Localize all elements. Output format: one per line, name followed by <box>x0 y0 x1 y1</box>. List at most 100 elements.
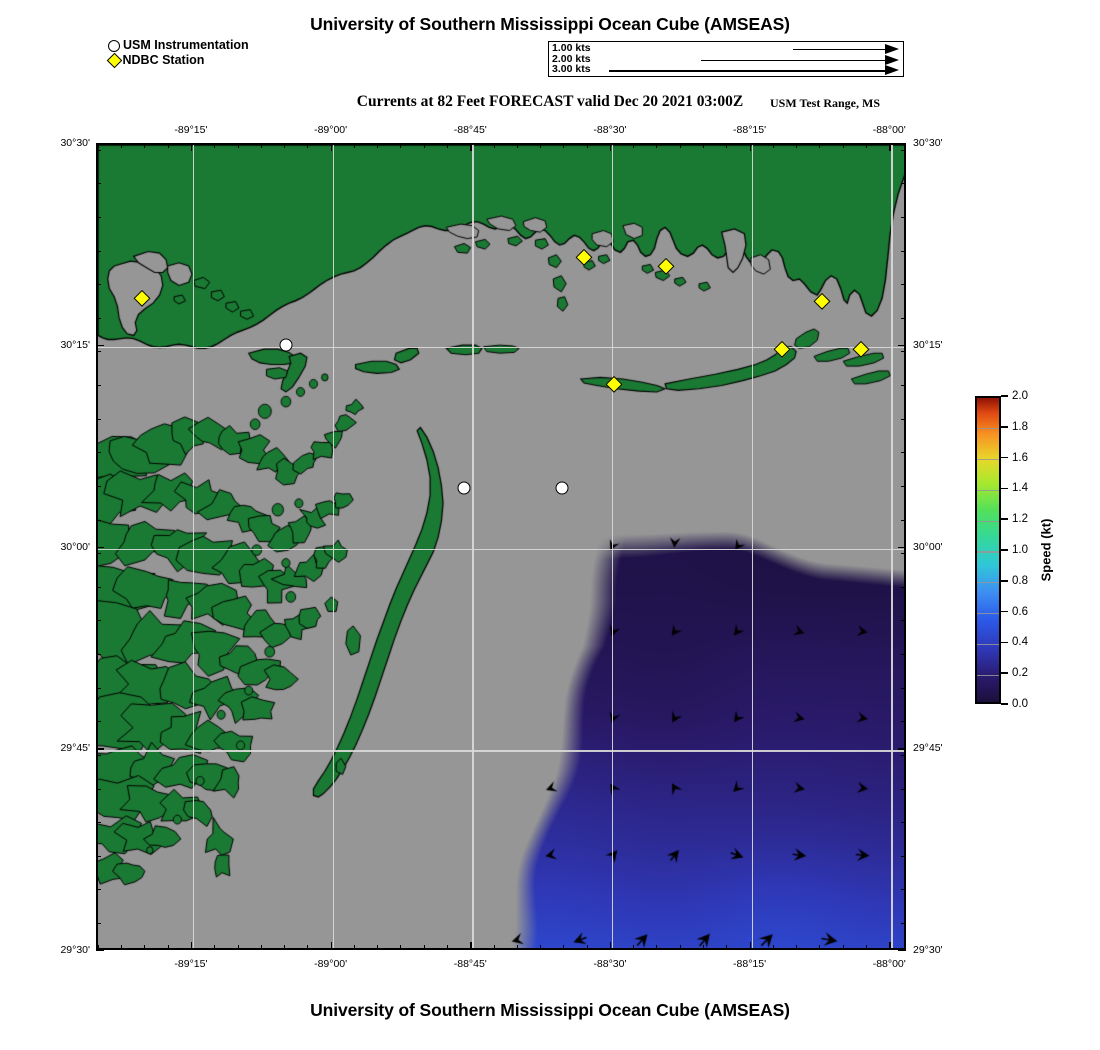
colorbar-tick-label: 1.2 <box>1012 513 1028 526</box>
colorbar-inner-tick <box>977 582 999 584</box>
axis-minor-tick <box>377 945 379 950</box>
axis-minor-tick <box>167 945 169 950</box>
axis-minor-tick <box>96 553 101 555</box>
diamond-marker-icon <box>813 293 830 310</box>
vector-scale-key: 1.00 kts 2.00 kts 3.00 kts <box>548 41 904 77</box>
circle-marker-icon <box>108 39 120 52</box>
ndbc-station-marker[interactable] <box>773 340 791 357</box>
ndbc-station-marker[interactable] <box>658 257 675 275</box>
axis-minor-tick <box>901 553 906 555</box>
longitude-tick-label: -89°00' <box>314 958 348 970</box>
latitude-tick-label: 30°15' <box>60 338 90 351</box>
ndbc-station-marker[interactable] <box>134 290 151 307</box>
axis-minor-tick <box>96 250 101 252</box>
axis-major-tick <box>609 143 612 151</box>
colorbar-tick <box>1001 672 1008 674</box>
axis-minor-tick <box>901 485 906 487</box>
ndbc-station-marker[interactable] <box>852 340 869 357</box>
vector-key-shaft <box>609 70 885 72</box>
axis-minor-tick <box>901 754 906 756</box>
axis-minor-tick <box>423 143 425 148</box>
latitude-tick-label: 30°15' <box>913 338 943 351</box>
axis-minor-tick <box>819 143 821 148</box>
axis-major-tick <box>889 942 891 950</box>
axis-minor-tick <box>586 945 588 950</box>
ndbc-station-marker[interactable] <box>813 293 830 310</box>
axis-minor-tick <box>96 317 101 319</box>
axis-minor-tick <box>423 945 425 950</box>
usm-instrumentation-marker[interactable] <box>279 338 293 352</box>
axis-minor-tick <box>901 788 906 790</box>
graticule-meridian <box>891 145 893 948</box>
ndbc-station-marker[interactable] <box>605 375 622 392</box>
colorbar-inner-tick <box>977 674 999 676</box>
colorbar-tick <box>1001 518 1008 520</box>
axis-minor-tick <box>901 923 906 925</box>
vector-key-row-1: 1.00 kts <box>549 43 903 55</box>
longitude-tick-label: -88°00' <box>872 958 906 970</box>
axis-minor-tick <box>96 418 101 420</box>
axis-minor-tick <box>284 143 286 148</box>
axis-minor-tick <box>96 183 101 185</box>
longitude-tick-label: -88°30' <box>593 958 627 970</box>
axis-minor-tick <box>307 945 309 950</box>
latitude-tick-label: 29°45' <box>913 742 943 755</box>
axis-minor-tick <box>901 721 906 723</box>
axis-major-tick <box>190 143 193 151</box>
longitude-tick-label: -88°15' <box>733 124 767 136</box>
axis-minor-tick <box>679 143 681 148</box>
axis-minor-tick <box>516 945 518 950</box>
axis-minor-tick <box>865 143 867 148</box>
colorbar-tick <box>1001 641 1008 644</box>
colorbar-inner-tick <box>977 489 999 491</box>
colorbar-tick <box>1001 580 1008 582</box>
axis-minor-tick <box>901 183 906 185</box>
vector-key-arrowhead <box>885 44 899 54</box>
axis-minor-tick <box>447 143 448 148</box>
circle-marker-icon <box>555 481 569 495</box>
axis-major-tick <box>898 344 906 347</box>
colorbar-axis-title: Speed (kt) <box>1038 518 1054 582</box>
axis-minor-tick <box>901 586 906 588</box>
axis-minor-tick <box>97 945 99 950</box>
axis-minor-tick <box>96 822 101 824</box>
axis-major-tick <box>898 950 906 952</box>
axis-major-tick <box>96 748 104 750</box>
axis-minor-tick <box>540 143 542 148</box>
colorbar-tick <box>1001 426 1008 428</box>
vector-key-shaft <box>701 59 885 61</box>
graticule-meridian <box>472 145 474 948</box>
axis-minor-tick <box>96 385 101 387</box>
axis-minor-tick <box>353 143 355 148</box>
graticule-meridian <box>192 145 195 948</box>
axis-minor-tick <box>901 654 906 656</box>
latitude-tick-label: 29°45' <box>60 742 90 755</box>
circle-marker-icon <box>457 481 471 495</box>
axis-minor-tick <box>586 143 588 148</box>
usm-instrumentation-marker[interactable] <box>555 481 569 495</box>
axis-major-tick <box>749 942 751 950</box>
ndbc-station-marker[interactable] <box>575 249 593 266</box>
vector-key-row-3: 3.00 kts <box>549 64 903 76</box>
circle-marker-icon <box>279 338 293 352</box>
usm-instrumentation-marker[interactable] <box>457 481 471 495</box>
axis-minor-tick <box>901 519 906 521</box>
graticule-meridian <box>611 145 614 948</box>
axis-minor-tick <box>377 143 379 148</box>
axis-minor-tick <box>516 143 518 148</box>
legend-item-usm: USM Instrumentation <box>108 38 249 53</box>
axis-minor-tick <box>563 143 565 148</box>
map-plot-area <box>96 143 906 950</box>
axis-minor-tick <box>214 143 216 148</box>
colorbar-tick-label: 0.4 <box>1012 636 1028 649</box>
axis-minor-tick <box>726 143 728 148</box>
axis-minor-tick <box>772 143 774 148</box>
axis-minor-tick <box>96 620 101 622</box>
longitude-tick-label: -88°45' <box>453 124 487 136</box>
axis-minor-tick <box>703 945 705 950</box>
diamond-marker-icon <box>658 257 675 275</box>
diamond-marker-icon <box>773 340 791 357</box>
axis-minor-tick <box>633 143 635 148</box>
axis-major-tick <box>889 143 891 151</box>
colorbar-tick-label: 1.4 <box>1012 482 1028 495</box>
